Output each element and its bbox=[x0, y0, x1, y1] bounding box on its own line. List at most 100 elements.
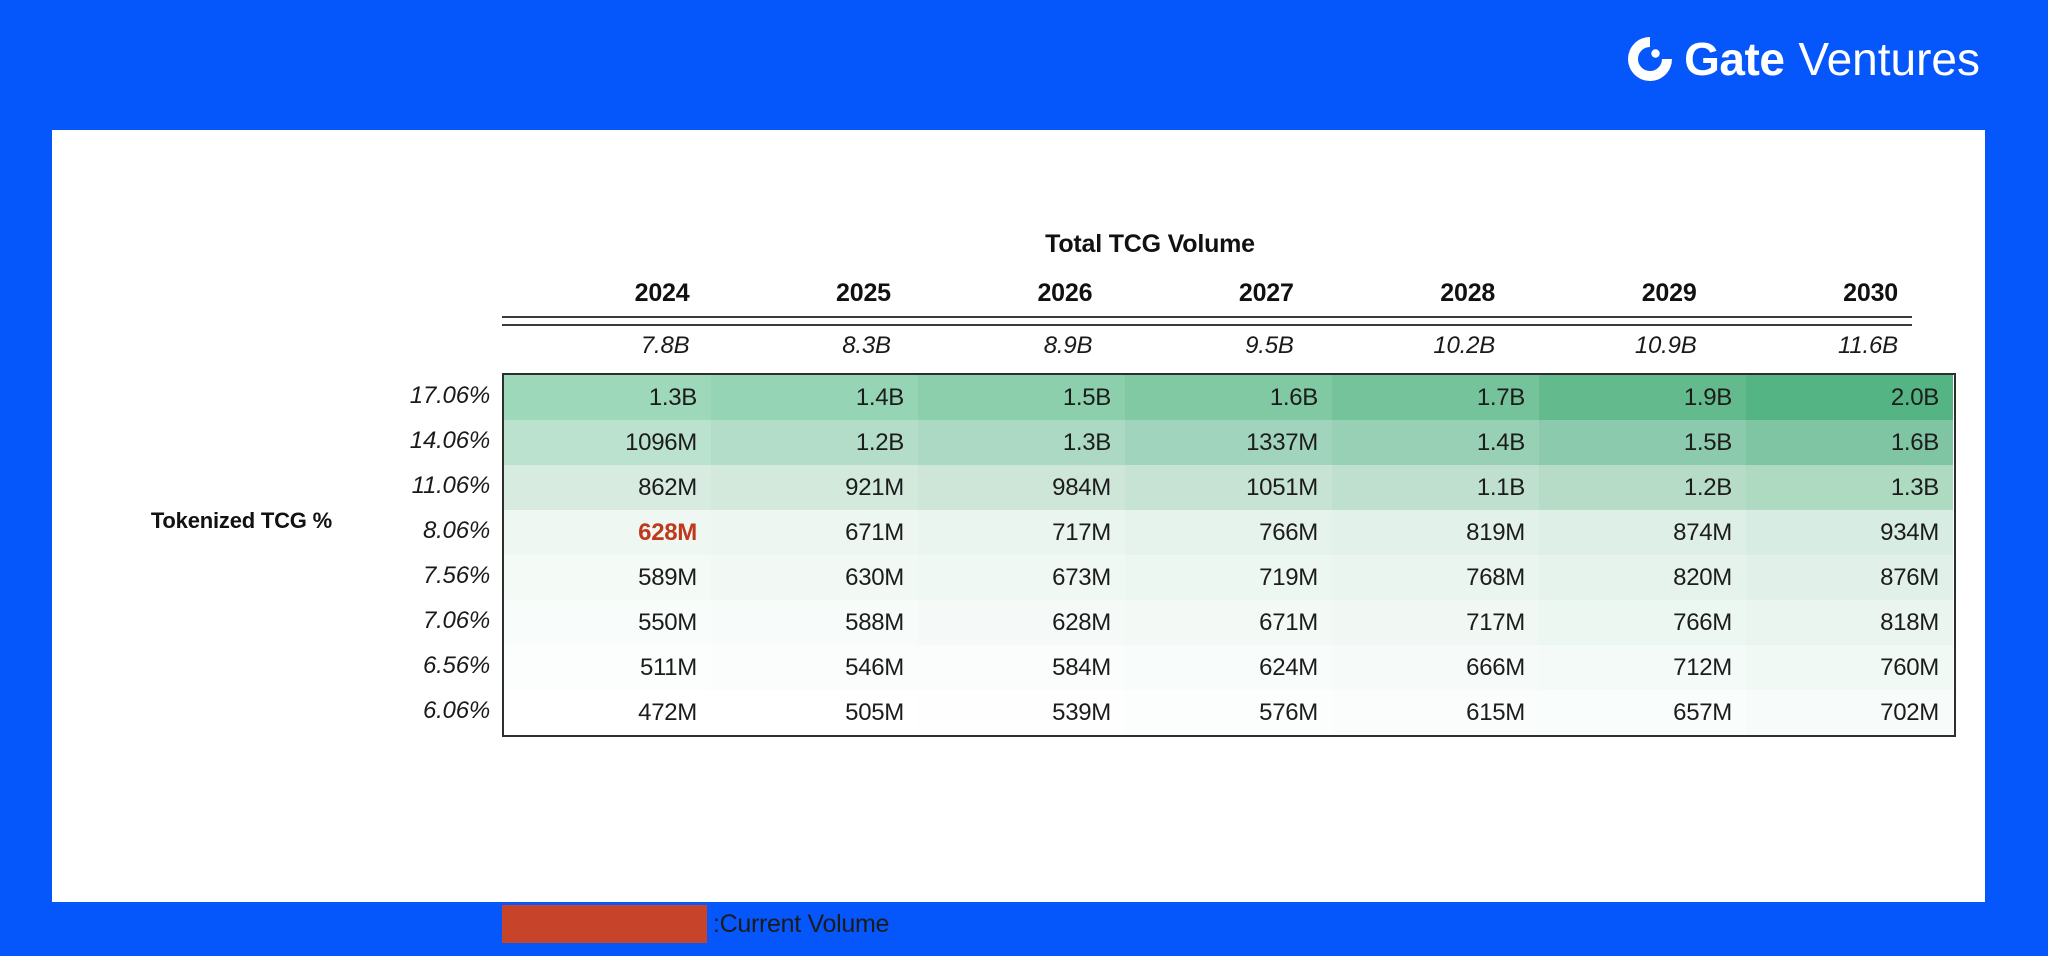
content-card: Total TCG Volume 2024 2025 2026 bbox=[52, 130, 1985, 943]
heatmap-cell: 717M bbox=[918, 510, 1125, 555]
total-volume-2026: 8.9B bbox=[904, 325, 1107, 370]
heatmap-row: 589M 630M 673M 719M 768M 820M 876M bbox=[504, 555, 1953, 600]
heatmap-cell: 615M bbox=[1332, 690, 1539, 735]
total-volume-2028: 10.2B bbox=[1307, 325, 1510, 370]
row-label-percent: 8.06% bbox=[422, 517, 490, 544]
legend-label: :Current Volume bbox=[713, 909, 890, 938]
heatmap-cell: 671M bbox=[1125, 600, 1332, 645]
heatmap-cell: 760M bbox=[1746, 645, 1953, 690]
heatmap-rows: 1.3B 1.4B 1.5B 1.6B 1.7B 1.9B 2.0B 1096M 1.2B 1.3… bbox=[504, 375, 1953, 735]
row-label-percent: 7.06% bbox=[422, 607, 490, 634]
heatmap-cell: 1.5B bbox=[918, 375, 1125, 420]
gate-ventures-logo: Gate Ventures bbox=[1624, 28, 1980, 90]
heatmap-cell: 1.2B bbox=[1539, 465, 1746, 510]
heatmap-cell: 576M bbox=[1125, 690, 1332, 735]
total-volume-row: 7.8B 8.3B 8.9B 9.5B 10.2B 10.9B 11.6B bbox=[352, 325, 1912, 370]
heatmap-cell: 628M bbox=[504, 510, 711, 555]
header-table: 2024 2025 2026 2027 2028 2029 2030 bbox=[352, 270, 1912, 370]
heatmap-row: 472M 505M 539M 576M 615M 657M 702M bbox=[504, 690, 1953, 735]
heatmap-cell: 1.6B bbox=[1125, 375, 1332, 420]
total-volume-2029: 10.9B bbox=[1509, 325, 1711, 370]
heatmap-cell: 1.1B bbox=[1332, 465, 1539, 510]
header-bar: Gate Ventures bbox=[0, 0, 2048, 130]
heatmap-cell: 539M bbox=[918, 690, 1125, 735]
heatmap-cell: 673M bbox=[918, 555, 1125, 600]
total-volume-2027: 9.5B bbox=[1106, 325, 1308, 370]
heatmap-cell: 717M bbox=[1332, 600, 1539, 645]
tcg-volume-heatmap: Total TCG Volume 2024 2025 2026 bbox=[52, 130, 1985, 943]
heatmap-cell: 1051M bbox=[1125, 465, 1332, 510]
heatmap-cell: 862M bbox=[504, 465, 711, 510]
heatmap-cell: 1.3B bbox=[918, 420, 1125, 465]
total-volume-2024: 7.8B bbox=[502, 325, 704, 370]
heatmap-cell: 1.7B bbox=[1332, 375, 1539, 420]
heatmap-cell: 657M bbox=[1539, 690, 1746, 735]
column-header-2028: 2028 bbox=[1440, 279, 1496, 307]
heatmap-cell: 666M bbox=[1332, 645, 1539, 690]
gate-circle-icon bbox=[1624, 33, 1676, 85]
heatmap-cell: 1.2B bbox=[711, 420, 918, 465]
heatmap-cell: 472M bbox=[504, 690, 711, 735]
heatmap-cell: 1.5B bbox=[1539, 420, 1746, 465]
total-row-spacer bbox=[352, 325, 502, 370]
heatmap-body-box: 1.3B 1.4B 1.5B 1.6B 1.7B 1.9B 2.0B 1096M 1.2B 1.3… bbox=[502, 373, 1956, 737]
heatmap-cell: 819M bbox=[1332, 510, 1539, 555]
heatmap-cell: 671M bbox=[711, 510, 918, 555]
total-volume-2030: 11.6B bbox=[1710, 325, 1912, 370]
heatmap-cell: 550M bbox=[504, 600, 711, 645]
y-axis-label: Tokenized TCG % bbox=[92, 373, 332, 534]
heatmap-cell: 1.9B bbox=[1539, 375, 1746, 420]
divider-spacer bbox=[352, 317, 502, 325]
header-corner bbox=[352, 270, 502, 317]
heatmap-cell: 2.0B bbox=[1746, 375, 1953, 420]
heatmap-cell: 818M bbox=[1746, 600, 1953, 645]
heatmap-row: 862M 921M 984M 1051M 1.1B 1.2B 1.3B bbox=[504, 465, 1953, 510]
heatmap-cell: 630M bbox=[711, 555, 918, 600]
total-volume-2025: 8.3B bbox=[703, 325, 905, 370]
heatmap-row: 1.3B 1.4B 1.5B 1.6B 1.7B 1.9B 2.0B bbox=[504, 375, 1953, 420]
row-label-column: 17.06% 14.06% 11.06% 8.06% 7.56% 7.06% 6.56% 6.… bbox=[352, 373, 496, 733]
heatmap-cell: 505M bbox=[711, 690, 918, 735]
heatmap-cell: 921M bbox=[711, 465, 918, 510]
chart-header-grid: 2024 2025 2026 2027 2028 2029 2030 bbox=[352, 270, 1912, 370]
heatmap-cell: 589M bbox=[504, 555, 711, 600]
heatmap-cell: 1.3B bbox=[1746, 465, 1953, 510]
heatmap-cell: 719M bbox=[1125, 555, 1332, 600]
heatmap-table: 1.3B 1.4B 1.5B 1.6B 1.7B 1.9B 2.0B 1096M 1.2B 1.3… bbox=[504, 375, 1953, 735]
row-label-percent: 6.06% bbox=[422, 697, 490, 724]
column-header-2026: 2026 bbox=[1037, 279, 1093, 307]
heatmap-cell: 702M bbox=[1746, 690, 1953, 735]
row-label-percent: 14.06% bbox=[409, 427, 490, 454]
heatmap-row: 550M 588M 628M 671M 717M 766M 818M bbox=[504, 600, 1953, 645]
column-header-2030: 2030 bbox=[1843, 279, 1898, 307]
heatmap-row: 628M 671M 717M 766M 819M 874M 934M bbox=[504, 510, 1953, 555]
column-header-2027: 2027 bbox=[1238, 279, 1294, 307]
heatmap-cell: 1.4B bbox=[1332, 420, 1539, 465]
heatmap-cell: 712M bbox=[1539, 645, 1746, 690]
year-header-row: 2024 2025 2026 2027 2028 2029 2030 bbox=[352, 270, 1912, 317]
heatmap-cell: 766M bbox=[1125, 510, 1332, 555]
logo-brand-name: Gate bbox=[1684, 33, 1785, 85]
heatmap-cell: 1096M bbox=[504, 420, 711, 465]
heatmap-cell: 588M bbox=[711, 600, 918, 645]
heatmap-cell: 1.6B bbox=[1746, 420, 1953, 465]
heatmap-cell: 934M bbox=[1746, 510, 1953, 555]
row-label-percent: 17.06% bbox=[409, 382, 490, 409]
heatmap-row: 511M 546M 584M 624M 666M 712M 760M bbox=[504, 645, 1953, 690]
row-label-percent: 6.56% bbox=[422, 652, 490, 679]
row-label-percent: 7.56% bbox=[422, 562, 490, 589]
row-label-percent: 11.06% bbox=[411, 472, 491, 499]
header-divider bbox=[352, 316, 1912, 326]
heatmap-cell: 511M bbox=[504, 645, 711, 690]
heatmap-cell: 766M bbox=[1539, 600, 1746, 645]
heatmap-cell: 1.3B bbox=[504, 375, 711, 420]
y-axis-label-text: Tokenized TCG % bbox=[150, 508, 332, 533]
heatmap-cell: 624M bbox=[1125, 645, 1332, 690]
column-header-2025: 2025 bbox=[836, 279, 891, 307]
heatmap-cell: 628M bbox=[918, 600, 1125, 645]
heatmap-row: 1096M 1.2B 1.3B 1337M 1.4B 1.5B 1.6B bbox=[504, 420, 1953, 465]
heatmap-cell: 546M bbox=[711, 645, 918, 690]
heatmap-cell: 874M bbox=[1539, 510, 1746, 555]
chart-title: Total TCG Volume bbox=[1045, 230, 1255, 258]
